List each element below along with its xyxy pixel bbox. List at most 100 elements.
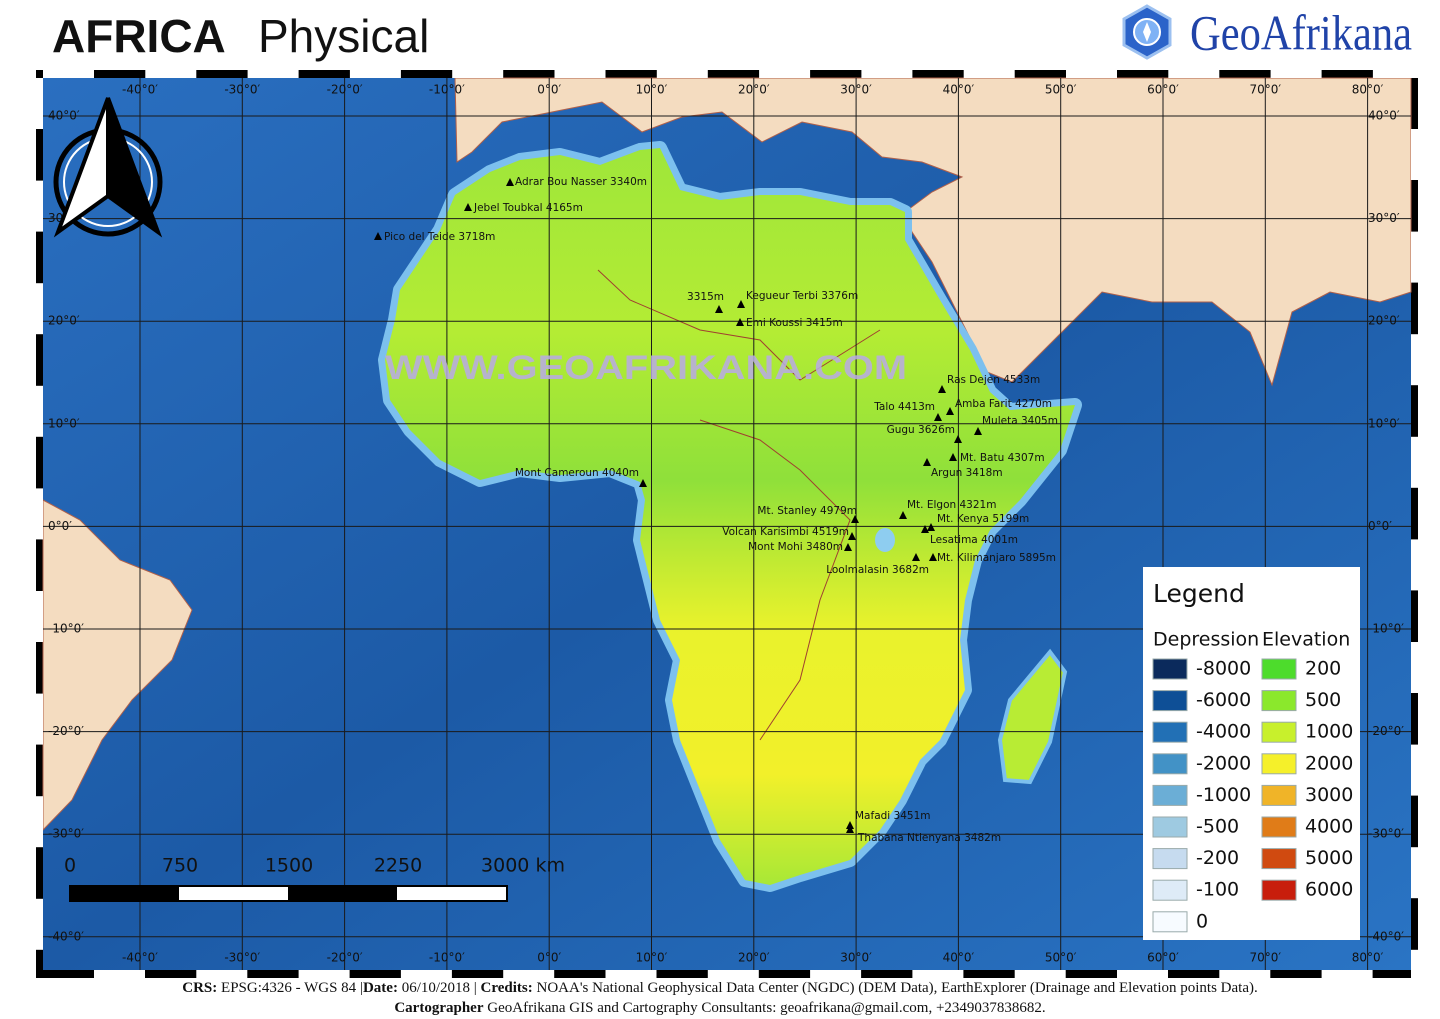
scale-label: 2250 (374, 855, 422, 877)
peak-marker (899, 511, 907, 519)
legend-heading: Elevation (1262, 629, 1350, 651)
title-rest: Physical (258, 10, 429, 62)
lake-victoria (875, 528, 895, 552)
lat-label: -30°0′ (1368, 827, 1404, 841)
peak-marker (946, 407, 954, 415)
border-lines (699, 419, 851, 741)
scale-bar: 0 750 1500 2250 3000 km (64, 855, 565, 902)
frame-segment (1411, 949, 1418, 1001)
lat-label: 0°0′ (1368, 519, 1392, 533)
legend-label: 1000 (1305, 721, 1353, 743)
lon-label: 40°0′ (943, 83, 975, 97)
legend-label: 3000 (1305, 784, 1353, 806)
frame-segment (36, 693, 43, 745)
peak-label: Mont Cameroun 4040m (515, 467, 639, 479)
lon-label: 0°0′ (537, 951, 561, 965)
frame-segment (1117, 970, 1168, 978)
frame-segment (1411, 539, 1418, 591)
lat-label: 20°0′ (1368, 314, 1400, 328)
lat-label: 40°0′ (48, 109, 80, 123)
footer-text: Date: (362, 980, 398, 996)
footer-text: GeoAfrikana GIS and Cartography Consulta… (483, 1000, 1046, 1016)
frame-segment (1168, 70, 1220, 78)
peak-label: Emi Koussi 3415m (746, 317, 843, 329)
legend-label: -1000 (1196, 784, 1251, 806)
north-arrow (53, 97, 163, 238)
lon-label: -30°0′ (224, 951, 260, 965)
peak-label: Talo 4413m (873, 401, 935, 413)
frame-segment (400, 970, 452, 978)
peak-label: Lesatima 4001m (930, 534, 1018, 546)
peak-label: Argun 3418m (931, 467, 1003, 479)
lat-label: 20°0′ (48, 314, 80, 328)
peak-label: Volcan Karisimbi 4519m (722, 526, 849, 538)
lon-label: 30°0′ (840, 951, 872, 965)
lat-label: -10°0′ (1368, 622, 1404, 636)
lon-label: -30°0′ (224, 83, 260, 97)
footer-text: NOAA's National Geophysical Data Center … (532, 980, 1258, 996)
peak-label: Thabana Ntlenyana 3482m (857, 832, 1001, 844)
lon-label: 80°0′ (1352, 951, 1384, 965)
peak-marker (844, 543, 852, 551)
frame-segment (1423, 970, 1440, 978)
frame-segment (349, 70, 401, 78)
frame-segment (36, 385, 43, 437)
lon-label: 60°0′ (1147, 951, 1179, 965)
lat-label: -20°0′ (48, 724, 84, 738)
peak-marker (974, 427, 982, 435)
frame-segment (36, 591, 43, 642)
frame-segment (963, 70, 1015, 78)
footer-text: EPSG:4326 - WGS 84 | (217, 980, 363, 996)
legend-swatch (1152, 911, 1188, 933)
peak-marker (921, 525, 929, 533)
frame-segment (36, 898, 43, 950)
frame-segment (1270, 70, 1322, 78)
footer-text: 06/10/2018 | (397, 980, 481, 996)
peak-marker (506, 178, 514, 186)
lat-label: 10°0′ (48, 416, 80, 430)
peak-label: Mt. Batu 4307m (960, 452, 1045, 464)
legend-swatch (1261, 658, 1297, 680)
peak-marker (736, 318, 744, 326)
frame-segment (1411, 847, 1418, 899)
frame-segment (810, 970, 862, 978)
lon-label: 60°0′ (1147, 83, 1179, 97)
peak-label: Mt. Stanley 4979m (757, 505, 857, 517)
frame-segment (36, 283, 43, 335)
lat-label: -20°0′ (1368, 724, 1404, 738)
legend-heading: Depression (1153, 629, 1259, 651)
frame-segment (554, 70, 606, 78)
lat-label: 30°0′ (1368, 211, 1400, 225)
graticule: -40°0′ -40°0′ -30°0′ -30°0′ -20°0′ -20°0′ -10°… (43, 78, 1411, 970)
peak-label: Jebel Toubkal 4165m (473, 202, 583, 214)
peaks: Adrar Bou Nasser 3340m Jebel Toubkal 4165… (374, 176, 1058, 844)
lon-label: 10°0′ (636, 83, 668, 97)
frame-segment (1411, 642, 1418, 693)
brand-logo (1122, 4, 1172, 60)
legend-label: 6000 (1305, 879, 1353, 901)
peak-label: Muleta 3405m (982, 415, 1058, 427)
frame-segment (1411, 744, 1418, 796)
peak-marker (464, 203, 472, 211)
south-america (42, 499, 193, 832)
watermark: WWW.GEOAFRIKANA.COM (385, 349, 907, 387)
frame-segment (605, 970, 657, 978)
legend-swatch (1261, 721, 1297, 743)
lon-label: -10°0′ (429, 83, 465, 97)
frame-segment (1066, 70, 1117, 78)
footer-line: CRS: EPSG:4326 - WGS 84 |Date: 06/10/201… (0, 980, 1440, 997)
legend-label: -100 (1196, 879, 1239, 901)
frame-segment (1411, 436, 1418, 488)
legend-label: 500 (1305, 689, 1341, 711)
peak-label: Gugu 3626m (887, 424, 955, 436)
scale-label: 0 (64, 855, 76, 877)
lon-label: 50°0′ (1045, 951, 1077, 965)
lat-label: -30°0′ (48, 827, 84, 841)
lon-label: 20°0′ (738, 83, 770, 97)
frame-segment (503, 970, 555, 978)
frame-segment (1411, 231, 1418, 283)
legend-label: -4000 (1196, 721, 1251, 743)
lon-label: 20°0′ (738, 951, 770, 965)
legend-title: Legend (1153, 579, 1245, 608)
